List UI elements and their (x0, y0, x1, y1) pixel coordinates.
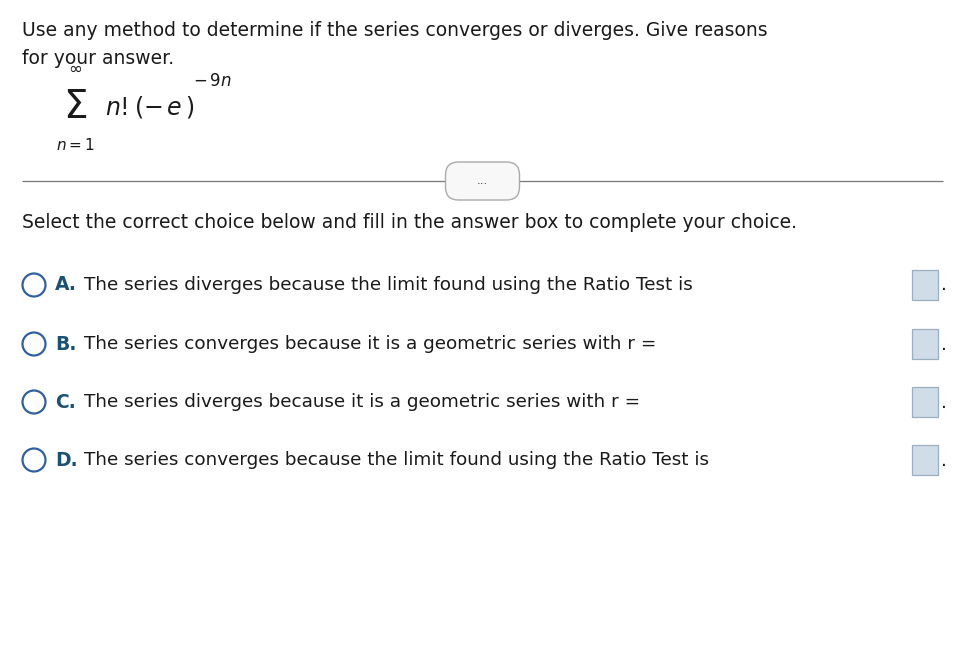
Text: .: . (941, 451, 947, 469)
Text: .: . (941, 275, 947, 295)
FancyBboxPatch shape (912, 329, 938, 359)
Text: .: . (941, 393, 947, 411)
Text: .: . (941, 335, 947, 353)
Text: C.: C. (55, 393, 75, 411)
Text: Select the correct choice below and fill in the answer box to complete your choi: Select the correct choice below and fill… (22, 213, 797, 232)
Text: $\infty$: $\infty$ (68, 59, 82, 77)
Text: The series converges because it is a geometric series with r =: The series converges because it is a geo… (84, 335, 656, 353)
Text: A.: A. (55, 275, 77, 295)
Text: The series diverges because it is a geometric series with r =: The series diverges because it is a geom… (84, 393, 640, 411)
Text: B.: B. (55, 335, 76, 353)
FancyBboxPatch shape (912, 270, 938, 300)
Text: Use any method to determine if the series converges or diverges. Give reasons: Use any method to determine if the serie… (22, 21, 767, 40)
Text: The series converges because the limit found using the Ratio Test is: The series converges because the limit f… (84, 451, 709, 469)
Text: for your answer.: for your answer. (22, 49, 174, 68)
Text: $n = 1$: $n = 1$ (56, 137, 95, 153)
FancyBboxPatch shape (446, 162, 519, 200)
Text: $n!(-\,e\,)$: $n!(-\,e\,)$ (105, 94, 194, 120)
Text: $-\,9n$: $-\,9n$ (193, 72, 232, 90)
Text: ...: ... (477, 175, 488, 188)
Text: The series diverges because the limit found using the Ratio Test is: The series diverges because the limit fo… (84, 276, 693, 294)
FancyBboxPatch shape (912, 387, 938, 417)
Text: $\Sigma$: $\Sigma$ (63, 88, 87, 126)
Text: D.: D. (55, 451, 77, 469)
FancyBboxPatch shape (912, 445, 938, 475)
